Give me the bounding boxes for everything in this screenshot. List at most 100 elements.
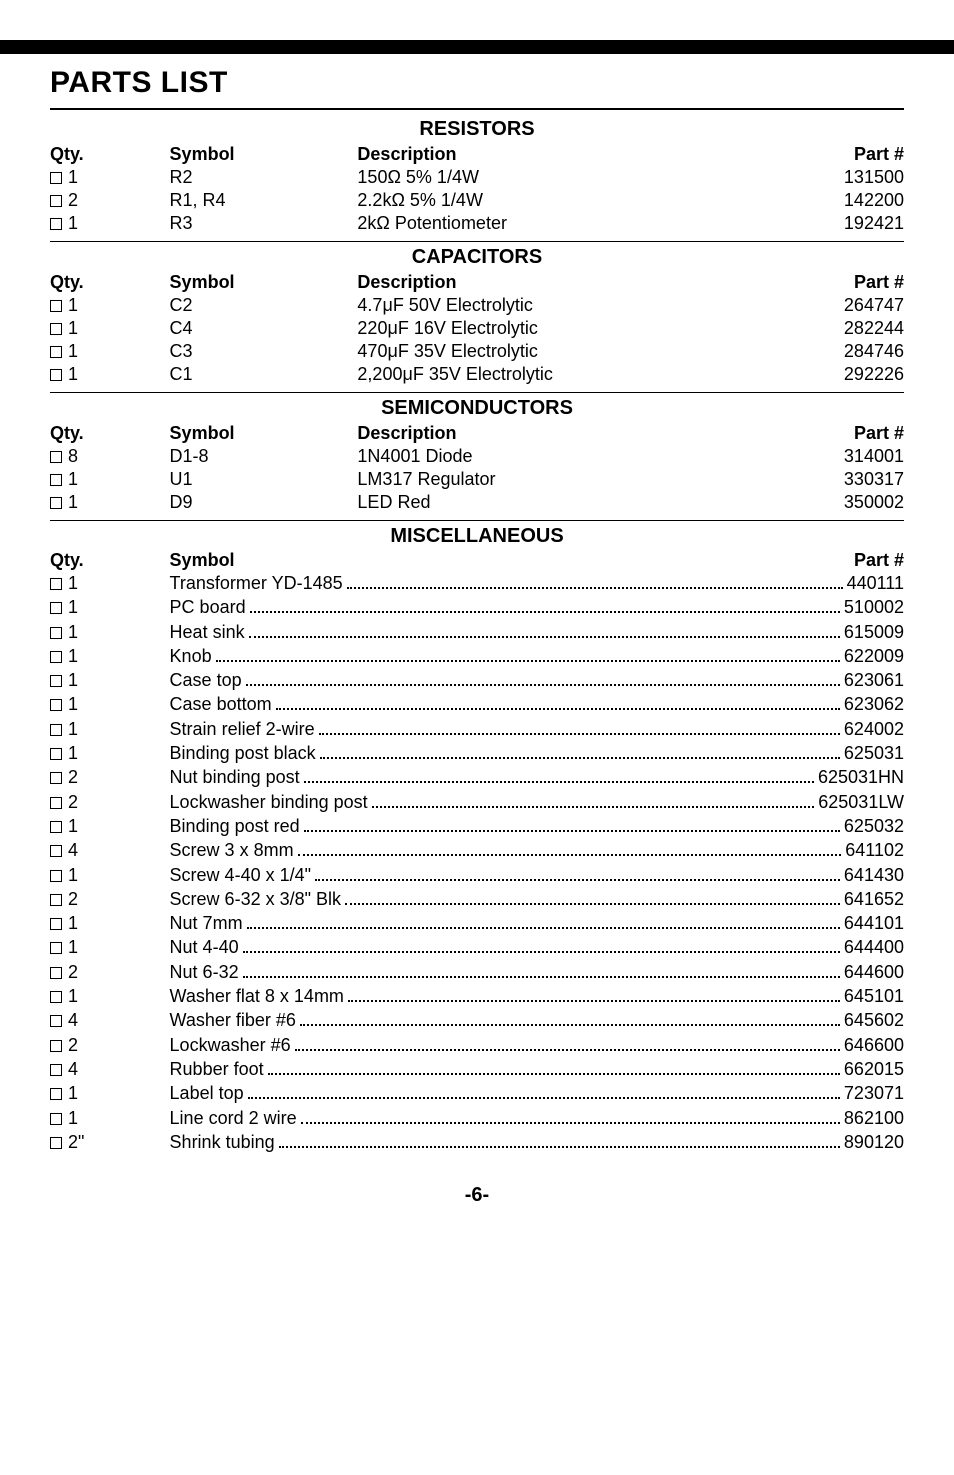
misc-label: Washer flat 8 x 14mm: [170, 984, 344, 1008]
checkbox-icon: [50, 675, 62, 687]
checkbox-icon: [50, 300, 62, 312]
qty-value: 1: [68, 913, 78, 933]
checkbox-icon: [50, 602, 62, 614]
checkbox-icon: [50, 1040, 62, 1052]
symbol-value: C1: [170, 363, 358, 386]
misc-row: 2Lockwasher binding post625031LW: [50, 790, 904, 814]
qty-value: 1: [68, 469, 78, 489]
checkbox-icon: [50, 474, 62, 486]
part-value: 440111: [847, 571, 904, 595]
misc-rows-container: 1Transformer YD-1485 4401111PC board5100…: [50, 571, 904, 1154]
col-description: Description: [357, 422, 767, 445]
table-header-row: Qty. Symbol Description Part #: [50, 271, 904, 294]
misc-row: 4 Washer fiber #6 645602: [50, 1008, 904, 1032]
misc-qty: 1: [50, 717, 170, 741]
part-value: 645602: [844, 1008, 904, 1032]
qty-value: 2: [68, 1035, 78, 1055]
misc-row: 1Nut 7mm644101: [50, 911, 904, 935]
misc-row: 1Transformer YD-1485 440111: [50, 571, 904, 595]
qty-value: 1: [68, 318, 78, 338]
qty-value: 1: [68, 167, 78, 187]
qty-value: 4: [68, 840, 78, 860]
resistors-table: Qty. Symbol Description Part # 1 R2 150Ω…: [50, 143, 904, 235]
qty-value: 2: [68, 190, 78, 210]
misc-qty: 1: [50, 741, 170, 765]
misc-row: 1Screw 4-40 x 1/4"641430: [50, 863, 904, 887]
misc-label: Rubber foot: [170, 1057, 264, 1081]
dot-leader: [248, 1097, 840, 1099]
misc-label: Strain relief 2-wire: [170, 717, 315, 741]
top-black-bar: [0, 40, 954, 54]
checkbox-icon: [50, 1064, 62, 1076]
col-qty: Qty.: [50, 143, 170, 166]
part-value: 625031: [844, 741, 904, 765]
table-row: 1 C4 220μF 16V Electrolytic 282244: [50, 317, 904, 340]
misc-label: Nut 4-40: [170, 935, 239, 959]
checkbox-icon: [50, 797, 62, 809]
qty-value: 4: [68, 1010, 78, 1030]
checkbox-icon: [50, 651, 62, 663]
section-rule: [50, 392, 904, 393]
misc-label: Label top: [170, 1081, 244, 1105]
misc-qty: 1: [50, 814, 170, 838]
desc-value: LM317 Regulator: [357, 468, 767, 491]
table-row: 1 C1 2,200μF 35V Electrolytic 292226: [50, 363, 904, 386]
part-value: 131500: [767, 166, 904, 189]
checkbox-icon: [50, 918, 62, 930]
table-row: 1 C3 470μF 35V Electrolytic 284746: [50, 340, 904, 363]
misc-qty: 1: [50, 668, 170, 692]
dot-leader: [300, 1024, 840, 1026]
symbol-value: C3: [170, 340, 358, 363]
qty-value: 2": [68, 1132, 84, 1152]
part-value: 314001: [767, 445, 904, 468]
desc-value: LED Red: [357, 491, 767, 514]
qty-value: 1: [68, 622, 78, 642]
table-header-row: Qty. Symbol Description Part #: [50, 143, 904, 166]
desc-value: 2kΩ Potentiometer: [357, 212, 767, 235]
desc-value: 470μF 35V Electrolytic: [357, 340, 767, 363]
part-value: 723071: [844, 1081, 904, 1105]
desc-value: 4.7μF 50V Electrolytic: [357, 294, 767, 317]
misc-qty: 1: [50, 692, 170, 716]
part-value: 625031HN: [818, 765, 904, 789]
misc-label: Heat sink: [170, 620, 245, 644]
dot-leader: [279, 1146, 840, 1148]
dot-leader: [276, 708, 840, 710]
misc-header-row: Qty. Symbol Part #: [50, 550, 904, 571]
qty-value: 1: [68, 816, 78, 836]
part-value: 662015: [844, 1057, 904, 1081]
checkbox-icon: [50, 870, 62, 882]
checkbox-icon: [50, 1015, 62, 1027]
misc-label: Nut binding post: [170, 765, 300, 789]
part-value: 641102: [845, 838, 904, 862]
checkbox-icon: [50, 699, 62, 711]
misc-label: PC board: [170, 595, 246, 619]
misc-row: 1Binding post black 625031: [50, 741, 904, 765]
dot-leader: [298, 854, 842, 856]
dot-leader: [243, 951, 840, 953]
symbol-value: U1: [170, 468, 358, 491]
misc-label: Washer fiber #6: [170, 1008, 296, 1032]
dot-leader: [372, 806, 815, 808]
misc-row: 2Lockwasher #6646600: [50, 1033, 904, 1057]
misc-qty: 2: [50, 1033, 170, 1057]
symbol-value: D1-8: [170, 445, 358, 468]
section-rule: [50, 520, 904, 521]
checkbox-icon: [50, 497, 62, 509]
symbol-value: R3: [170, 212, 358, 235]
part-value: 622009: [844, 644, 904, 668]
qty-value: 1: [68, 364, 78, 384]
misc-label: Nut 7mm: [170, 911, 243, 935]
dot-leader: [301, 1122, 840, 1124]
table-row: 1 C2 4.7μF 50V Electrolytic 264747: [50, 294, 904, 317]
page-number: -6-: [50, 1184, 904, 1207]
col-description: Description: [357, 271, 767, 294]
misc-row: 1Knob622009: [50, 644, 904, 668]
misc-label: Screw 3 x 8mm: [170, 838, 294, 862]
misc-row: 1Nut 4-40644400: [50, 935, 904, 959]
symbol-value: R2: [170, 166, 358, 189]
checkbox-icon: [50, 195, 62, 207]
table-header-row: Qty. Symbol Description Part #: [50, 422, 904, 445]
dot-leader: [243, 976, 840, 978]
misc-label: Binding post black: [170, 741, 316, 765]
